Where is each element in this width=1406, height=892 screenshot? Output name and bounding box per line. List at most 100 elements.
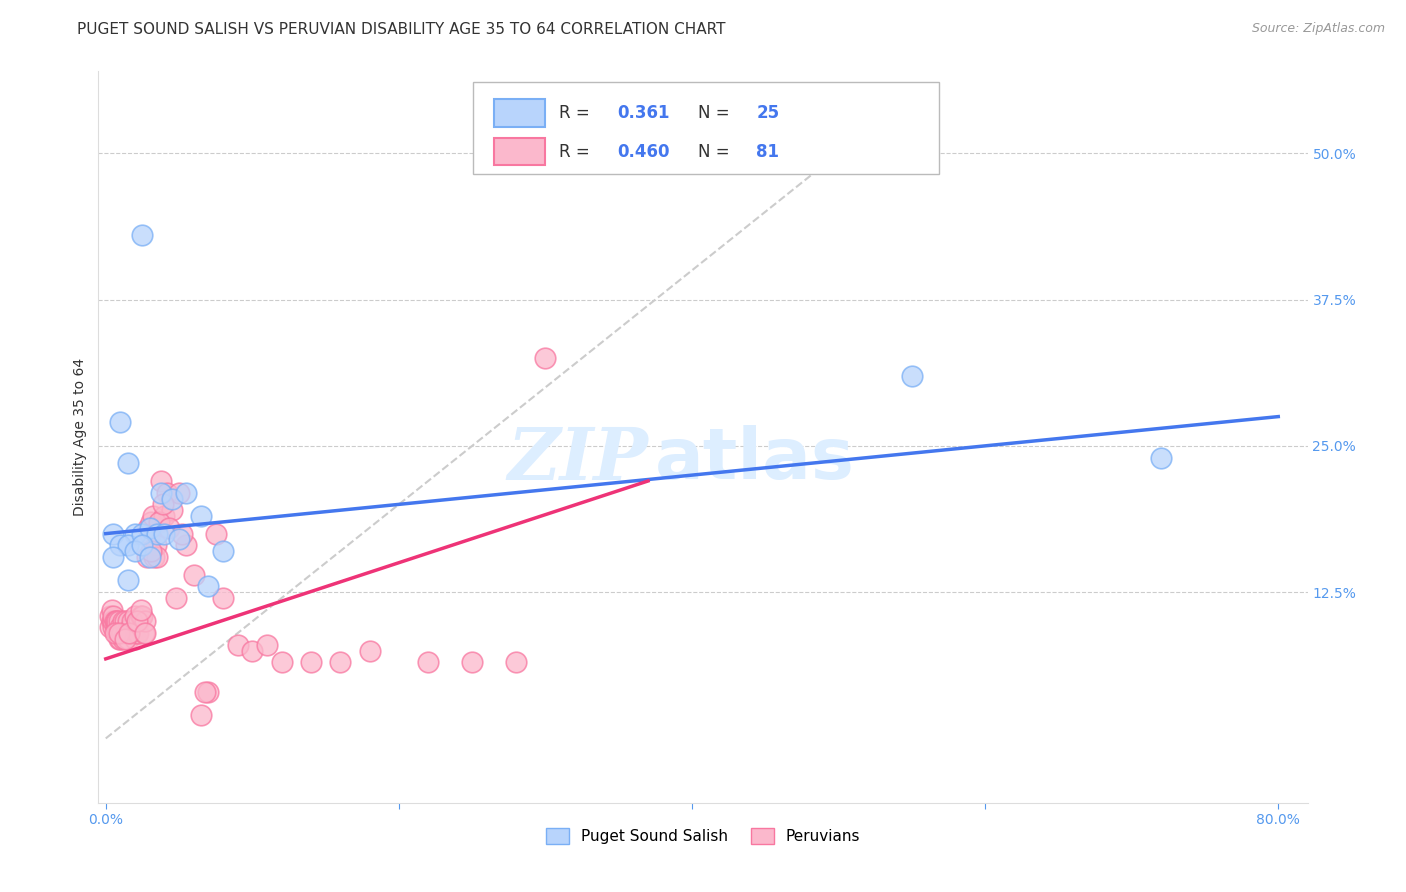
Point — [359, 643, 381, 657]
Point — [256, 638, 278, 652]
Point — [112, 615, 135, 629]
Point — [101, 608, 124, 623]
Point — [115, 626, 138, 640]
Point — [121, 615, 143, 629]
Point — [176, 485, 198, 500]
Point — [157, 521, 180, 535]
Y-axis label: Disability Age 35 to 64: Disability Age 35 to 64 — [73, 358, 87, 516]
Point — [112, 632, 135, 646]
FancyBboxPatch shape — [474, 82, 939, 174]
Point — [103, 626, 125, 640]
Point — [127, 626, 149, 640]
Point — [98, 620, 121, 634]
Point — [160, 491, 183, 506]
Point — [100, 603, 122, 617]
Point — [129, 608, 152, 623]
Point — [129, 603, 152, 617]
Point — [136, 521, 159, 535]
Text: R =: R = — [560, 103, 595, 122]
Point — [141, 544, 163, 558]
Point — [122, 626, 145, 640]
Point — [110, 538, 132, 552]
Point — [134, 615, 156, 629]
Point — [118, 626, 141, 640]
Point — [190, 509, 212, 524]
Point — [146, 526, 169, 541]
Point — [138, 521, 160, 535]
Point — [120, 620, 142, 634]
Point — [100, 615, 122, 629]
Point — [183, 567, 205, 582]
Point — [152, 497, 174, 511]
Point — [160, 503, 183, 517]
Point — [138, 549, 160, 564]
Point — [505, 656, 527, 670]
Point — [134, 626, 156, 640]
Text: 0.361: 0.361 — [617, 103, 669, 122]
Text: ZIP: ZIP — [508, 424, 648, 494]
Text: 25: 25 — [756, 103, 779, 122]
Point — [145, 538, 167, 552]
Legend: Puget Sound Salish, Peruvians: Puget Sound Salish, Peruvians — [540, 822, 866, 850]
Text: 0.460: 0.460 — [617, 143, 669, 161]
Point — [167, 533, 190, 547]
Point — [105, 615, 128, 629]
Point — [114, 632, 136, 646]
Point — [142, 509, 165, 524]
Point — [299, 656, 322, 670]
Point — [212, 544, 235, 558]
Point — [901, 368, 924, 383]
Text: 81: 81 — [756, 143, 779, 161]
Text: R =: R = — [560, 143, 595, 161]
FancyBboxPatch shape — [494, 137, 544, 166]
Point — [270, 656, 292, 670]
Point — [146, 549, 169, 564]
Point — [125, 626, 148, 640]
Point — [124, 544, 146, 558]
Point — [150, 485, 173, 500]
Point — [240, 643, 263, 657]
Point — [107, 626, 129, 640]
Point — [143, 549, 166, 564]
Point — [150, 474, 173, 488]
Point — [176, 538, 198, 552]
Point — [165, 591, 187, 605]
Point — [118, 626, 141, 640]
Point — [108, 632, 131, 646]
Point — [105, 620, 128, 634]
Point — [204, 526, 226, 541]
Point — [121, 626, 143, 640]
Point — [226, 638, 249, 652]
Point — [212, 591, 235, 605]
Point — [197, 579, 219, 593]
Point — [101, 549, 124, 564]
Text: PUGET SOUND SALISH VS PERUVIAN DISABILITY AGE 35 TO 64 CORRELATION CHART: PUGET SOUND SALISH VS PERUVIAN DISABILIT… — [77, 22, 725, 37]
Point — [418, 656, 440, 670]
Point — [167, 485, 190, 500]
Point — [131, 608, 153, 623]
Point — [110, 620, 132, 634]
Point — [131, 228, 153, 243]
Point — [107, 615, 129, 629]
Point — [110, 632, 132, 646]
Text: N =: N = — [699, 143, 735, 161]
Point — [108, 626, 131, 640]
Point — [124, 608, 146, 623]
Point — [101, 526, 124, 541]
Point — [101, 615, 124, 629]
Point — [197, 684, 219, 698]
Point — [125, 615, 148, 629]
Point — [114, 615, 136, 629]
Point — [170, 526, 193, 541]
Point — [117, 615, 139, 629]
Point — [132, 626, 155, 640]
Text: N =: N = — [699, 103, 735, 122]
Text: Source: ZipAtlas.com: Source: ZipAtlas.com — [1251, 22, 1385, 36]
Point — [124, 526, 146, 541]
Point — [108, 615, 131, 629]
Point — [98, 608, 121, 623]
Point — [194, 684, 217, 698]
Point — [156, 485, 179, 500]
Point — [190, 708, 212, 723]
FancyBboxPatch shape — [494, 99, 544, 127]
